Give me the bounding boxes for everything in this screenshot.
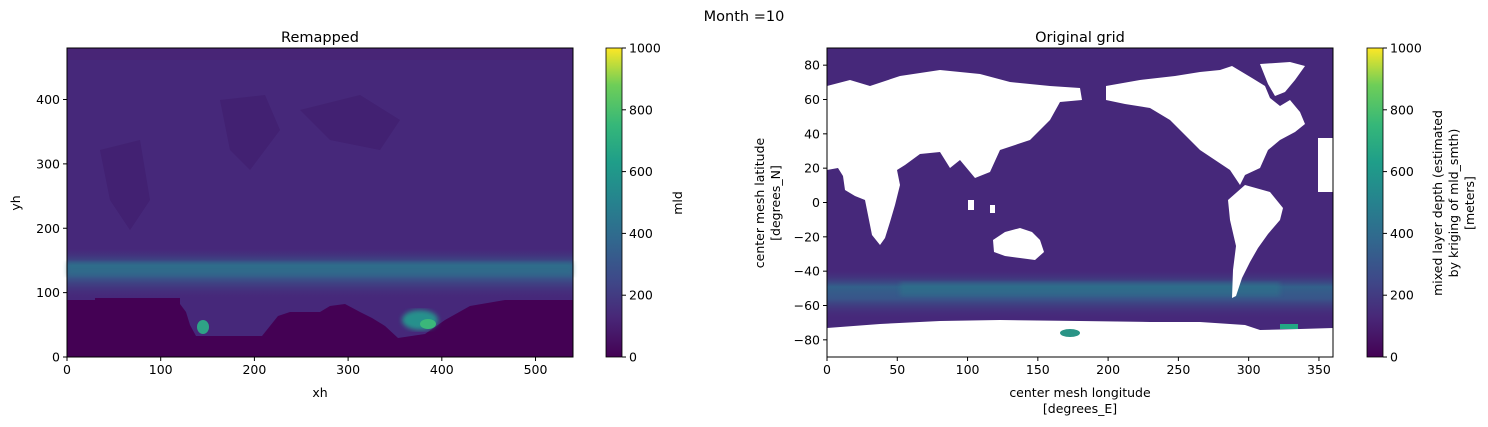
- original-grid-x-tick-label: 250: [1166, 362, 1190, 377]
- original-grid-y-axis: −80 −60 −40 −20 0 20 40 60 80: [794, 58, 827, 347]
- remapped-continent-shadow: [100, 95, 400, 230]
- original-grid-title: Original grid: [1035, 30, 1125, 46]
- original-grid-colorbar-tick-label: 200: [1390, 288, 1414, 303]
- remapped-x-tick-label: 100: [149, 362, 173, 377]
- original-grid-antarctica: [827, 320, 1333, 357]
- remapped-colorbar-tick-label: 0: [629, 350, 637, 365]
- original-grid-colorbar-label-line1: mixed layer depth (estimated: [1430, 110, 1445, 296]
- remapped-antarctica-mask: [67, 298, 573, 357]
- remapped-colorbar-tick-label: 400: [629, 226, 653, 241]
- remapped-colorbar-label: mld: [670, 191, 685, 215]
- remapped-x-tick-label: 300: [336, 362, 360, 377]
- remapped-x-tick-label: 0: [63, 362, 71, 377]
- remapped-colorbar-tick-label: 200: [629, 288, 653, 303]
- original-grid-y-tick-label: 20: [804, 161, 820, 176]
- original-grid-y-tick-label: 0: [812, 195, 820, 210]
- original-grid-colorbar-tick-label: 800: [1390, 102, 1414, 117]
- remapped-y-tick-label: 300: [36, 156, 60, 171]
- original-grid-y-tick-label: 60: [804, 92, 820, 107]
- original-grid-x-tick-label: 150: [1026, 362, 1050, 377]
- remapped-panel: Remapped 0 100 200 300 400 500 0100200300400 …: [8, 30, 685, 400]
- remapped-title: Remapped: [281, 30, 359, 46]
- original-grid-y-tick-label: −40: [794, 264, 820, 279]
- original-grid-colorbar-tick-label: 0: [1390, 350, 1398, 365]
- remapped-x-tick-label: 500: [524, 362, 548, 377]
- original-grid-x-tick-label: 200: [1096, 362, 1120, 377]
- original-grid-ross-patch: [1060, 329, 1080, 337]
- remapped-y-label: yh: [8, 195, 23, 210]
- original-grid-colorbar: [1366, 47, 1384, 358]
- remapped-y-axis: 0 100 200 300 400: [36, 92, 67, 365]
- remapped-y-tick-label: 400: [36, 92, 60, 107]
- original-grid-x-tick-label: 50: [889, 362, 905, 377]
- remapped-y-tick-label: 0: [52, 350, 60, 365]
- remapped-plot-area: [66, 47, 574, 358]
- original-grid-y-tick-label: −80: [794, 332, 820, 347]
- original-grid-x-tick-label: 0: [823, 362, 831, 377]
- remapped-colorbar-tick-label: 800: [629, 102, 653, 117]
- original-grid-land: [827, 62, 1333, 298]
- original-grid-colorbar-tick-label: 600: [1390, 164, 1414, 179]
- remapped-frame: [66, 47, 574, 358]
- original-grid-x-tick-label: 100: [956, 362, 980, 377]
- original-grid-panel: Original grid: [752, 30, 1477, 416]
- remapped-x-label: xh: [312, 385, 327, 400]
- remapped-y-tick-label: 100: [36, 285, 60, 300]
- original-grid-x-label-line2: [degrees_E]: [1043, 401, 1117, 416]
- remapped-colorbar: [605, 47, 623, 358]
- remapped-colorbar-tick-label: 600: [629, 164, 653, 179]
- original-grid-x-axis: 0 50 100 150 200 250 300 350: [823, 357, 1331, 377]
- original-grid-y-label-line1: center mesh latitude: [752, 137, 767, 268]
- original-grid-colorbar-tick-label: 400: [1390, 226, 1414, 241]
- original-grid-colorbar-tick-label: 1000: [1390, 41, 1422, 56]
- original-grid-colorbar-label-line3: [meters]: [1462, 176, 1477, 230]
- original-grid-y-tick-label: −20: [794, 229, 820, 244]
- original-grid-y-tick-label: −60: [794, 298, 820, 313]
- original-grid-y-tick-label: 40: [804, 126, 820, 141]
- figure-suptitle: Month =10: [704, 9, 785, 25]
- original-grid-x-tick-label: 300: [1237, 362, 1261, 377]
- remapped-x-axis: 0 100 200 300 400 500: [63, 357, 547, 377]
- remapped-weddell-patch: [197, 320, 209, 334]
- original-grid-x-label-line1: center mesh longitude: [1009, 385, 1151, 400]
- original-grid-plot-area: [826, 47, 1334, 358]
- remapped-colorbar-ticks: 0 200 400 600 800 1000: [622, 41, 661, 365]
- original-grid-colorbar-ticks: 0 200 400 600 800 1000: [1383, 41, 1422, 365]
- remapped-colorbar-tick-label: 1000: [629, 41, 661, 56]
- remapped-y-tick-label: 200: [36, 221, 60, 236]
- remapped-x-tick-label: 400: [430, 362, 454, 377]
- original-grid-y-label-line2: [degrees_N]: [768, 165, 783, 241]
- original-grid-x-tick-label: 350: [1307, 362, 1331, 377]
- original-grid-colorbar-label-line2: by kriging of mld_smth): [1446, 129, 1461, 278]
- remapped-x-tick-label: 200: [242, 362, 266, 377]
- original-grid-y-tick-label: 80: [804, 58, 820, 73]
